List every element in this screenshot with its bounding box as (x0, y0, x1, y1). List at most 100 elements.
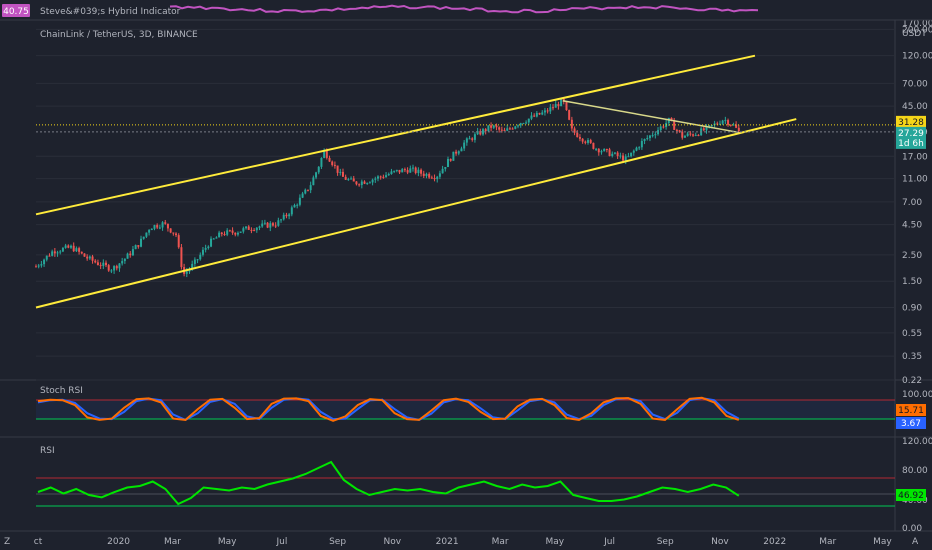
candle-body (166, 223, 169, 229)
candle-body (333, 164, 336, 166)
trendline-triangle-top[interactable] (562, 99, 739, 134)
candle-body (80, 251, 83, 254)
candle-body (212, 238, 215, 240)
candle-body (75, 248, 78, 252)
candle-body (409, 168, 412, 173)
candle-body (683, 135, 686, 138)
candle-body (716, 123, 719, 125)
candle-body (533, 115, 536, 117)
candle-body (250, 229, 253, 231)
candle-body (339, 171, 342, 173)
candle-body (430, 177, 433, 179)
price-tick-label: 45.00 (902, 102, 928, 112)
hybrid-indicator-line (169, 4, 759, 14)
candle-body (298, 197, 301, 205)
rsi-axis-120: 120.00 (902, 437, 932, 447)
candle-body (697, 134, 700, 136)
candle-body (651, 135, 654, 137)
candle-body (519, 123, 522, 126)
candle-body (83, 253, 86, 257)
candle-body (568, 110, 571, 120)
candle-body (420, 169, 423, 174)
candle-body (352, 178, 355, 182)
candle-body (535, 112, 538, 117)
candle-body (102, 262, 105, 266)
rsi-label: RSI (40, 446, 55, 456)
candle-body (43, 259, 46, 265)
price-pane[interactable]: ChainLink / TetherUS, 3D, BINANCE (35, 28, 895, 381)
candle-body (611, 153, 614, 156)
candle-body (175, 233, 178, 236)
corner-left-label[interactable]: Z (4, 537, 10, 547)
candle-body (686, 133, 689, 136)
candle-body (185, 271, 188, 274)
candle-body (368, 182, 371, 184)
candle-body (727, 120, 730, 125)
candle-body (463, 142, 466, 149)
candle-body (438, 173, 441, 177)
candle-body (616, 152, 619, 157)
candle-body (514, 126, 517, 129)
candle-body (312, 177, 315, 186)
candle-body (643, 138, 646, 141)
candle-body (129, 253, 132, 256)
candle-body (196, 259, 199, 261)
candle-body (581, 138, 584, 142)
candle-body (517, 125, 520, 127)
candle-body (627, 156, 630, 158)
candle-body (713, 123, 716, 126)
time-tick-label: 2022 (763, 537, 786, 547)
candle-body (457, 151, 460, 154)
trendline-channel-top[interactable] (35, 54, 756, 216)
time-tick-label: Nov (384, 537, 402, 547)
rsi-pane[interactable]: RSI 120.00 80.00 40.00 0.00 46.92 (36, 437, 932, 534)
price-tick-label: 0.55 (902, 329, 922, 339)
candle-body (137, 245, 140, 247)
price-tick-label: 11.00 (902, 175, 928, 185)
candle-body (269, 223, 272, 228)
candle-body (45, 255, 48, 260)
candle-body (110, 270, 113, 272)
candle-body (694, 134, 697, 136)
candle-body (301, 193, 304, 198)
candle-body (280, 219, 283, 221)
candle-body (603, 148, 606, 152)
candle-body (390, 171, 393, 175)
candle-body (675, 129, 678, 131)
candle-body (99, 265, 102, 267)
corner-right-label[interactable]: A (912, 537, 919, 547)
candle-body (455, 151, 458, 154)
price-axis[interactable]: USDT 200.00 120.00 70.00 45.00 27.29 17.00 11.… (896, 25, 932, 386)
price-tick-label: 4.50 (902, 221, 922, 231)
time-axis[interactable]: ct 2020 Mar May Jul Sep Nov 2021 Mar May Jul Sep Nov… (34, 537, 893, 547)
candle-body (296, 204, 299, 206)
candle-body (37, 265, 40, 267)
candle-body (465, 138, 468, 143)
candle-body (578, 137, 581, 139)
stoch-rsi-pane[interactable]: Stoch RSI 100.00 15.71 3.67 (36, 386, 932, 429)
candle-body (64, 245, 67, 248)
candle-body (587, 140, 590, 143)
candle-body (490, 125, 493, 128)
candle-body (150, 228, 153, 231)
candle-body (242, 228, 245, 232)
candle-body (724, 120, 727, 122)
candle-body (385, 175, 388, 178)
candle-body (654, 134, 657, 136)
candle-body (595, 148, 598, 150)
candle-body (546, 110, 549, 112)
price-grid (36, 28, 895, 381)
candle-body (522, 123, 525, 125)
candle-body (662, 126, 665, 128)
candle-body (503, 129, 506, 131)
candle-body (484, 129, 487, 132)
candle-body (525, 122, 528, 124)
candle-body (411, 167, 414, 169)
candle-body (398, 169, 401, 173)
candle-body (576, 132, 579, 138)
candle-body (72, 245, 75, 252)
trendline-channel-bottom[interactable] (35, 118, 797, 309)
candle-body (659, 126, 662, 131)
stoch-rsi-label: Stoch RSI (40, 386, 83, 396)
